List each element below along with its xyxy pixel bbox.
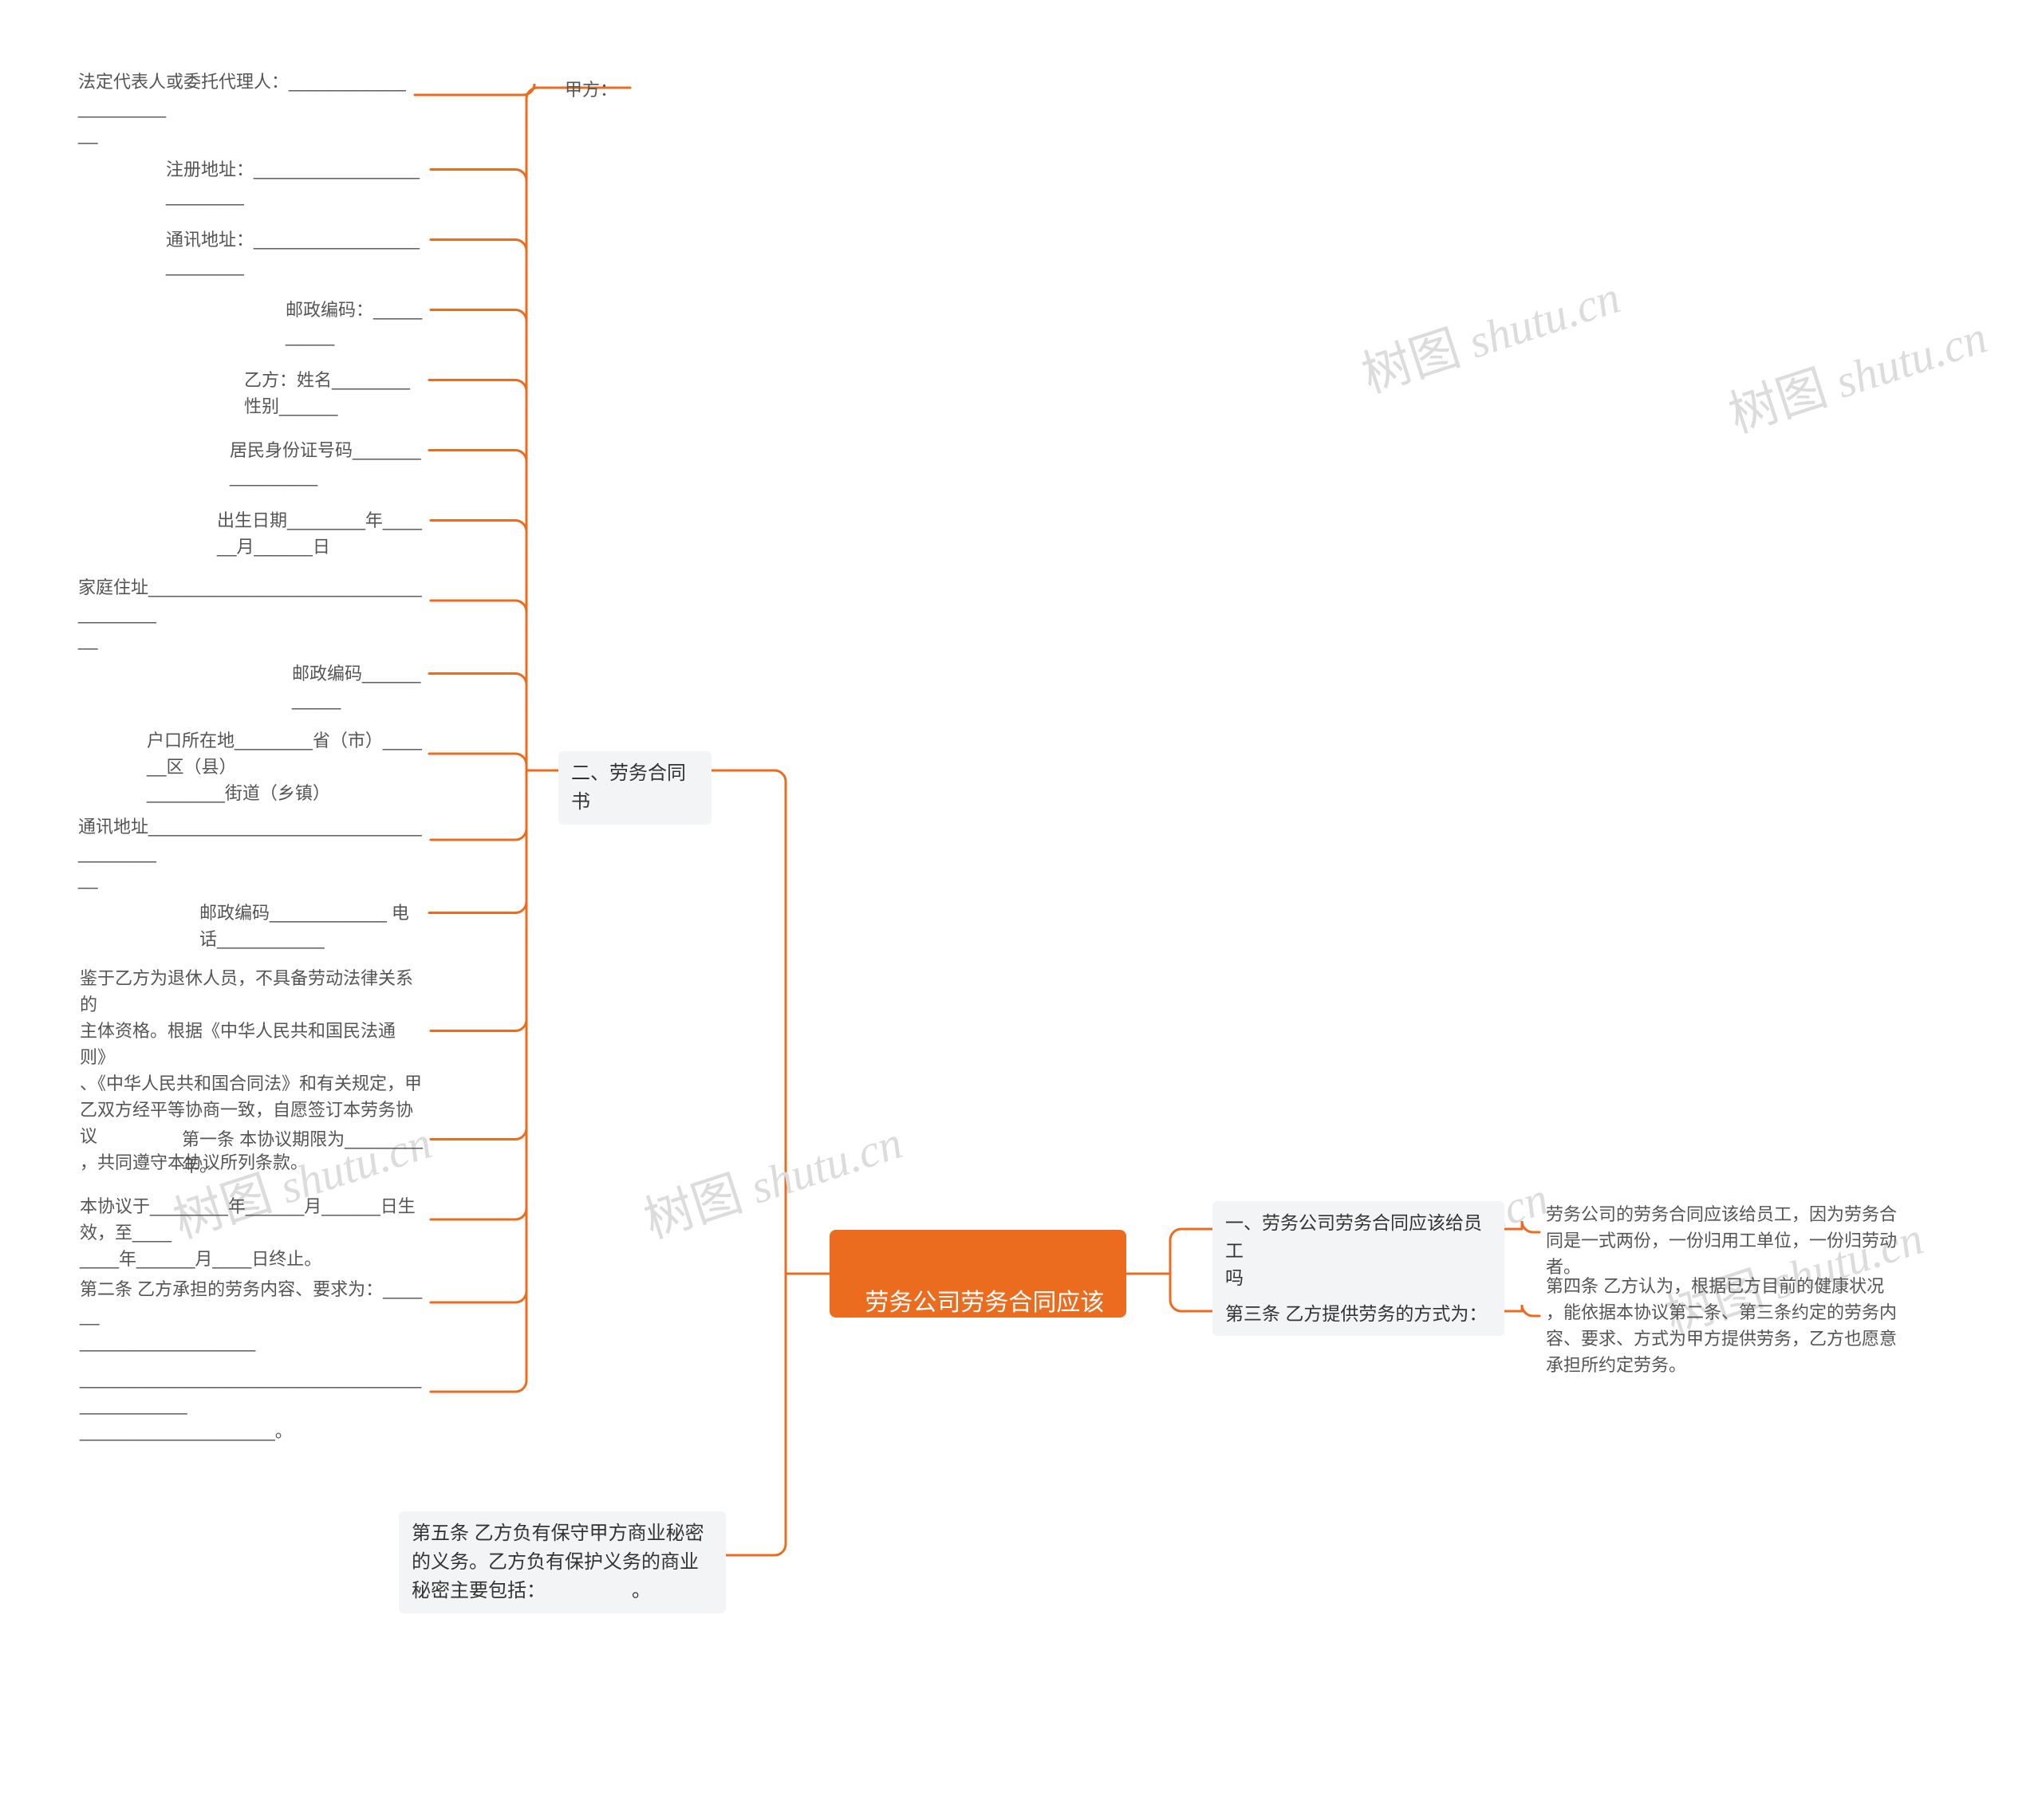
left-leaf-6: 出生日期________年______月______日 xyxy=(211,502,431,565)
left-sub-branch: 第五条 乙方负有保守甲方商业秘密 的义务。乙方负有保护义务的商业 秘密主要包括：… xyxy=(399,1511,726,1613)
left-leaf-13: 第一条 本协议期限为________年。 xyxy=(175,1121,431,1184)
left-leaf-5: 居民身份证号码________________ xyxy=(223,432,429,494)
left-leaf-15: 第二条 乙方承担的劳务内容、要求为：______ _______________… xyxy=(73,1271,431,1360)
right-branch-2: 第三条 乙方提供劳务的方式为： xyxy=(1212,1292,1504,1336)
left-leaf-3: 邮政编码：__________ xyxy=(279,292,431,354)
left-leaf-1: 注册地址：_________________________ xyxy=(160,152,431,214)
left-leaf-8: 邮政编码___________ xyxy=(286,656,429,718)
left-leaf-11: 邮政编码____________ 电话___________ xyxy=(193,895,429,957)
left-leaf-14: 本协议于________年______月______日生效，至____ ____… xyxy=(73,1188,431,1277)
left-leaf-16: ________________________________________… xyxy=(73,1361,431,1449)
root-node: 劳务公司劳务合同应该给 员工吗! xyxy=(830,1230,1126,1318)
party-a-marker: 甲方： xyxy=(558,72,630,108)
left-leaf-0: 法定代表人或委托代理人：_____________________ __ xyxy=(72,64,415,152)
watermark: 树图 shutu.cn xyxy=(1351,256,1627,407)
right-branch-1: 一、劳务公司劳务合同应该给员工 吗 xyxy=(1212,1201,1504,1300)
left-leaf-9: 户口所在地________省（市）______区（县） ________街道（乡… xyxy=(140,723,429,811)
left-leaf-10: 通讯地址____________________________________… xyxy=(72,809,431,897)
left-leaf-4: 乙方：姓名________ 性别______ xyxy=(238,362,429,424)
watermark: 树图 shutu.cn xyxy=(1718,296,1994,447)
root-line2: 员工吗! xyxy=(945,1397,1023,1424)
left-leaf-2: 通讯地址：_________________________ xyxy=(160,222,431,284)
right-leaf-2: 第四条 乙方认为，根据已方目前的健康状况 ，能依据本协议第二条、第三条约定的劳务… xyxy=(1539,1268,1914,1383)
root-line1: 劳务公司劳务合同应该给 xyxy=(865,1290,1104,1352)
left-leaf-7: 家庭住址____________________________________… xyxy=(72,569,431,658)
left-main-branch: 二、劳务合同书 xyxy=(558,751,712,825)
